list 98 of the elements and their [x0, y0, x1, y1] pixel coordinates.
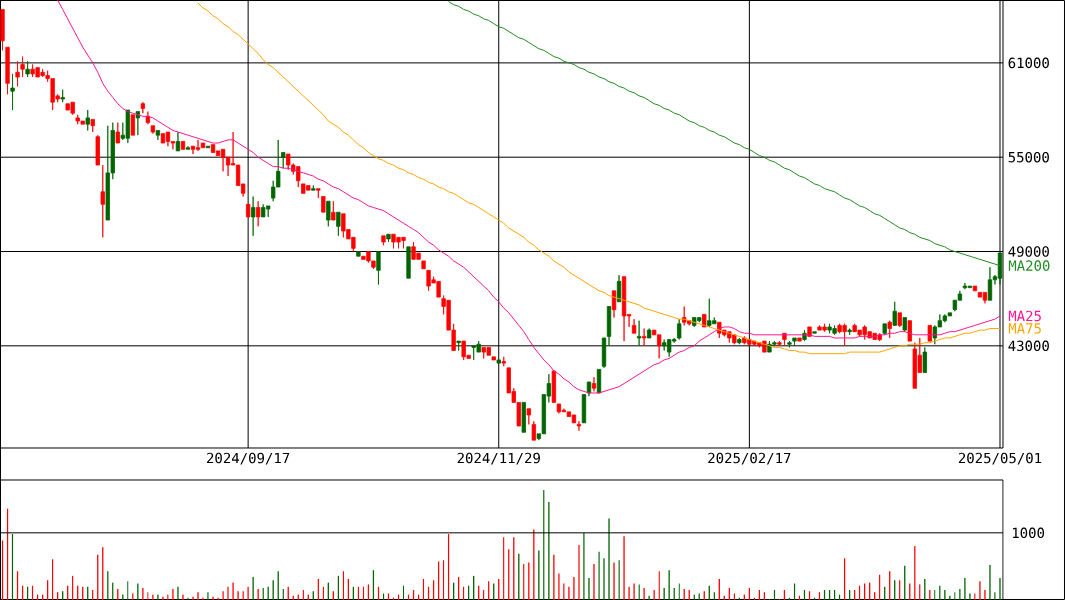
candlestick	[95, 134, 100, 166]
candlestick	[60, 89, 65, 103]
candlestick	[897, 312, 902, 328]
candlestick	[10, 73, 15, 111]
candlestick	[210, 144, 216, 153]
candlestick	[381, 235, 386, 246]
candlestick	[316, 188, 321, 199]
candlestick	[0, 9, 5, 51]
candlestick	[892, 301, 897, 326]
candlestick	[150, 125, 156, 135]
candlestick	[496, 359, 501, 364]
candlestick	[596, 369, 602, 394]
candlestick	[90, 119, 95, 133]
candlestick	[130, 114, 135, 136]
candlestick	[115, 122, 120, 144]
candlestick	[982, 291, 988, 304]
candlestick	[902, 317, 907, 333]
candlestick	[586, 381, 592, 397]
candlestick	[571, 414, 577, 424]
candlestick	[616, 274, 622, 303]
candlestick	[326, 200, 331, 227]
candlestick	[812, 331, 817, 334]
candlestick	[972, 285, 978, 292]
candlestick	[165, 131, 171, 147]
x-tick-label: 2024/09/17	[207, 452, 290, 465]
candlestick	[581, 394, 587, 424]
candlestick	[631, 318, 637, 334]
candlestick	[15, 60, 20, 87]
candlestick	[531, 420, 536, 441]
candlestick	[887, 320, 892, 339]
candlestick	[456, 340, 461, 351]
candlestick	[195, 139, 201, 152]
candlestick	[200, 142, 206, 149]
candlestick	[526, 408, 531, 425]
x-tick-label: 2024/11/29	[457, 452, 540, 465]
candlestick	[311, 185, 316, 191]
candlestick	[100, 164, 105, 238]
candlestick	[907, 320, 912, 342]
candlestick	[25, 60, 30, 78]
text: 1000	[1012, 527, 1045, 539]
candlestick	[321, 196, 326, 213]
candlestick	[927, 324, 932, 342]
candlestick	[255, 200, 261, 227]
candlestick	[677, 318, 682, 340]
candlestick	[641, 328, 647, 347]
series-label: MA25	[1008, 310, 1041, 322]
y-tick-label: 49000	[1008, 246, 1049, 257]
candlestick	[636, 320, 642, 347]
candlestick	[556, 403, 562, 414]
candlestick	[220, 148, 226, 172]
candlestick	[175, 131, 181, 152]
candlestick	[792, 337, 797, 347]
candlestick	[501, 356, 506, 367]
candlestick	[421, 260, 426, 270]
candlestick	[160, 133, 166, 144]
series-label: MA200	[1008, 260, 1050, 271]
candlestick	[406, 246, 411, 279]
candlestick	[281, 152, 286, 169]
candlestick	[601, 337, 607, 369]
candlestick	[576, 420, 582, 432]
candlestick	[5, 46, 10, 95]
candlestick	[962, 282, 968, 290]
candlestick	[180, 141, 186, 150]
candlestick	[797, 337, 802, 342]
candlestick	[376, 251, 381, 285]
candlestick	[521, 402, 526, 433]
candlestick	[336, 211, 341, 237]
candlestick	[85, 109, 90, 131]
candlestick	[155, 130, 161, 141]
candlestick	[777, 340, 782, 347]
candlestick	[606, 306, 612, 347]
series-label: MA75	[1008, 323, 1041, 334]
candlestick	[250, 196, 256, 237]
candlestick	[737, 337, 742, 345]
x-tick-label: 2025/05/01	[958, 452, 1042, 465]
candlestick	[922, 346, 927, 373]
candlestick	[611, 290, 617, 318]
candlestick	[997, 252, 1003, 285]
candlestick	[491, 356, 496, 361]
candlestick	[591, 376, 597, 392]
candlestick	[331, 200, 336, 221]
candlestick	[140, 101, 146, 114]
candlestick	[847, 328, 852, 336]
y-tick-label: 43000	[1008, 340, 1049, 352]
candlestick	[882, 323, 887, 336]
candlestick	[245, 203, 251, 218]
candlestick	[787, 340, 792, 348]
candlestick	[185, 145, 191, 150]
candlestick	[551, 370, 557, 403]
candlestick	[356, 251, 361, 257]
candlestick	[987, 266, 993, 301]
x-tick-label: 2025/02/17	[708, 452, 791, 465]
candlestick	[386, 233, 391, 243]
candlestick	[646, 328, 652, 339]
y-tick-label: 55000	[1008, 151, 1049, 163]
candlestick	[621, 276, 627, 342]
y-tick-label: 61000	[1008, 57, 1049, 69]
candlestick	[20, 56, 25, 78]
